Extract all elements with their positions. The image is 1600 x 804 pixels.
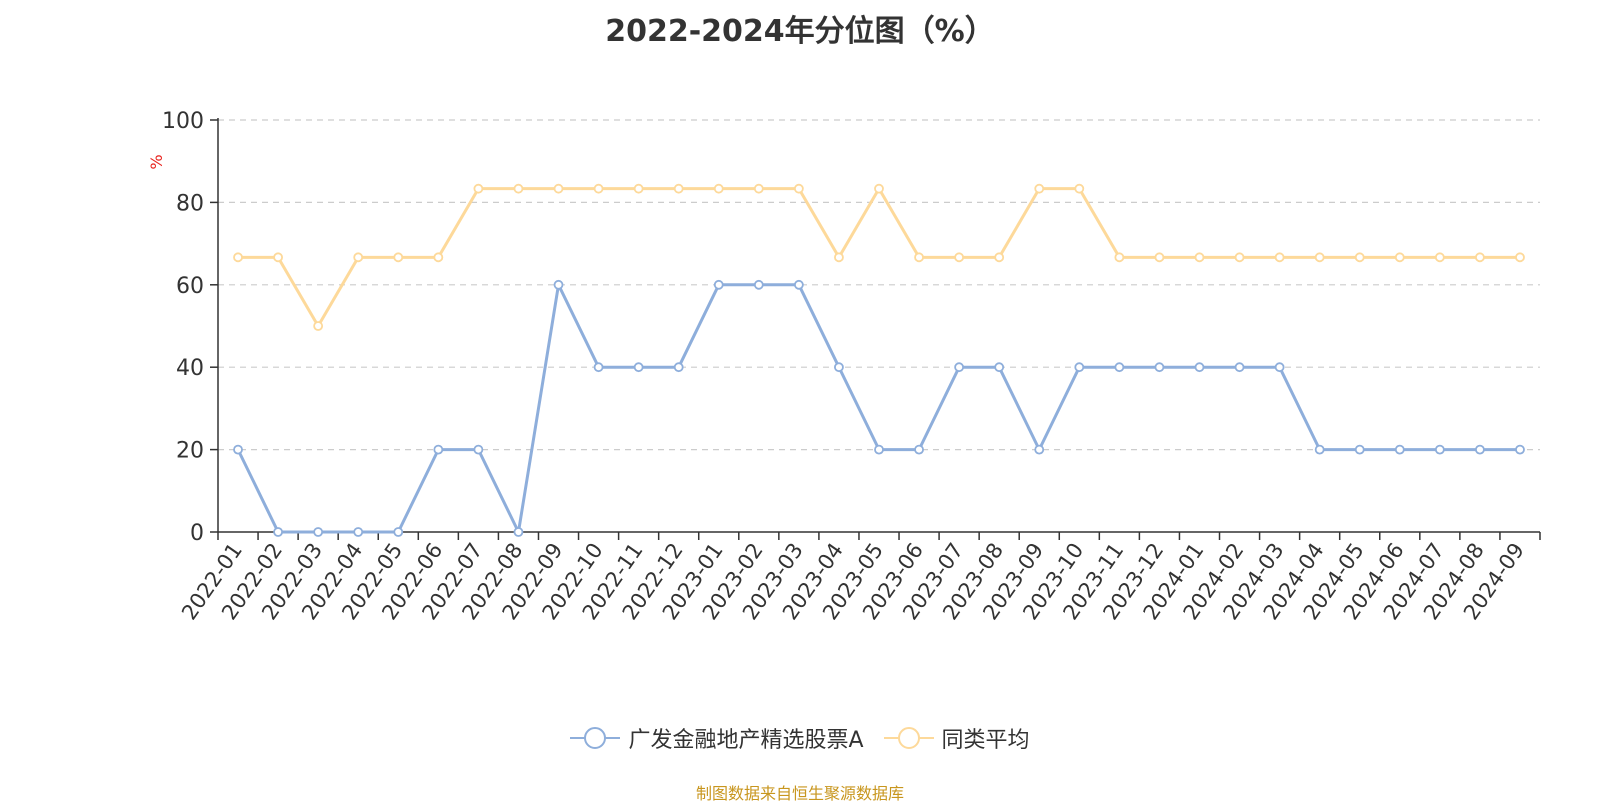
series-1-point-2022-11[interactable]: [633, 183, 644, 194]
series-1-point-2023-01[interactable]: [713, 183, 724, 194]
series-0-point-2023-02[interactable]: [753, 279, 764, 290]
series-1-point-2023-09[interactable]: [1034, 183, 1045, 194]
series-0-point-2022-08[interactable]: [513, 527, 524, 537]
y-axis-unit-label: %: [147, 154, 166, 169]
series-1-point-2022-02[interactable]: [273, 252, 283, 263]
series-1-point-2022-05[interactable]: [393, 252, 404, 263]
series-1-point-2024-04[interactable]: [1314, 252, 1325, 263]
series-line-1: [238, 187, 1520, 328]
legend-swatch-fund: [570, 727, 621, 749]
y-tick-label-80: 80: [176, 191, 204, 216]
legend-label-fund: 广发金融地产精选股票A: [628, 728, 864, 753]
series-0-point-2022-07[interactable]: [473, 444, 484, 455]
series-1-point-2022-06[interactable]: [433, 252, 444, 263]
y-tick-label-20: 20: [176, 439, 204, 464]
series-1-point-2022-12[interactable]: [673, 183, 684, 194]
series-0-point-2022-10[interactable]: [593, 362, 604, 373]
series-1-point-2023-04[interactable]: [834, 252, 844, 263]
data-source-note: 制图数据来自恒生聚源数据库: [695, 784, 904, 803]
series-0-point-2024-05[interactable]: [1354, 444, 1365, 455]
series-1-point-2024-08[interactable]: [1475, 252, 1485, 263]
series-1-point-2022-03[interactable]: [313, 321, 324, 331]
series-1-point-2023-10[interactable]: [1074, 183, 1085, 194]
series-0-point-2022-01[interactable]: [233, 444, 243, 455]
series-0-point-2024-06[interactable]: [1394, 444, 1405, 455]
legend-item-peer-average[interactable]: 同类平均: [883, 722, 1030, 754]
y-tick-label-0: 0: [190, 521, 204, 546]
series-1-point-2024-06[interactable]: [1394, 252, 1405, 263]
line-chart: 020406080100%2022-012022-022022-032022-0…: [147, 109, 1541, 624]
series-0-point-2024-02[interactable]: [1234, 362, 1245, 373]
series-0-point-2023-09[interactable]: [1034, 444, 1045, 455]
series-1-point-2024-05[interactable]: [1354, 252, 1365, 263]
series-0-point-2023-11[interactable]: [1114, 362, 1125, 373]
series-1-point-2024-07[interactable]: [1434, 252, 1445, 263]
legend-label-peer-average: 同类平均: [941, 728, 1030, 753]
series-1-point-2022-08[interactable]: [513, 183, 524, 194]
series-0-point-2024-07[interactable]: [1434, 444, 1445, 455]
series-0-point-2022-03[interactable]: [313, 527, 324, 537]
series-1-point-2024-01[interactable]: [1194, 252, 1205, 263]
series-1-point-2023-12[interactable]: [1154, 252, 1165, 263]
series-1-point-2023-06[interactable]: [914, 252, 924, 263]
series-0-point-2022-02[interactable]: [273, 527, 283, 537]
series-1-point-2023-03[interactable]: [793, 183, 804, 194]
series-1-point-2023-07[interactable]: [954, 252, 965, 263]
series-1-point-2023-11[interactable]: [1114, 252, 1125, 263]
series-0-point-2023-04[interactable]: [834, 362, 844, 373]
series-0-point-2022-09[interactable]: [553, 279, 564, 290]
series-0-point-2023-12[interactable]: [1154, 362, 1165, 373]
series-0-point-2022-05[interactable]: [393, 527, 404, 537]
chart-title: 2022-2024年分位图（%）: [605, 14, 995, 49]
legend-item-fund[interactable]: 广发金融地产精选股票A: [570, 722, 864, 754]
series-0-point-2023-08[interactable]: [994, 362, 1005, 373]
series-1-point-2024-02[interactable]: [1234, 252, 1245, 263]
series-0-point-2023-05[interactable]: [874, 444, 884, 455]
series-0-point-2023-03[interactable]: [793, 279, 804, 290]
series-0-point-2024-03[interactable]: [1274, 362, 1285, 373]
series-0-point-2022-11[interactable]: [633, 362, 644, 373]
series-1-point-2023-08[interactable]: [994, 252, 1005, 263]
series-1-point-2022-01[interactable]: [233, 252, 243, 263]
series-0-point-2023-10[interactable]: [1074, 362, 1085, 373]
series-1-point-2024-09[interactable]: [1515, 252, 1525, 263]
y-tick-label-100: 100: [162, 109, 204, 134]
series-0-point-2022-12[interactable]: [673, 362, 684, 373]
series-0-point-2024-01[interactable]: [1194, 362, 1205, 373]
series-1-point-2022-10[interactable]: [593, 183, 604, 194]
series-0-point-2022-04[interactable]: [353, 527, 364, 537]
series-1-point-2024-03[interactable]: [1274, 252, 1285, 263]
y-tick-label-40: 40: [176, 356, 204, 381]
series-0-point-2023-07[interactable]: [954, 362, 965, 373]
series-line-0: [236, 283, 1520, 534]
legend-swatch-peer-average: [883, 727, 934, 749]
series-1-point-2022-09[interactable]: [553, 183, 564, 194]
series-1-point-2023-02[interactable]: [753, 183, 764, 194]
chart-legend: 广发金融地产精选股票A 同类平均: [0, 722, 1600, 754]
series-1-point-2023-05[interactable]: [874, 183, 884, 194]
series-0-point-2024-09[interactable]: [1515, 444, 1525, 455]
series-1-point-2022-04[interactable]: [353, 252, 364, 263]
series-0-point-2024-08[interactable]: [1475, 444, 1485, 455]
series-0-point-2023-06[interactable]: [914, 444, 924, 455]
series-0-point-2022-06[interactable]: [433, 444, 444, 455]
series-0-point-2024-04[interactable]: [1314, 444, 1325, 455]
series-1-point-2022-07[interactable]: [473, 183, 484, 194]
series-0-point-2023-01[interactable]: [713, 279, 724, 290]
y-tick-label-60: 60: [176, 274, 204, 299]
